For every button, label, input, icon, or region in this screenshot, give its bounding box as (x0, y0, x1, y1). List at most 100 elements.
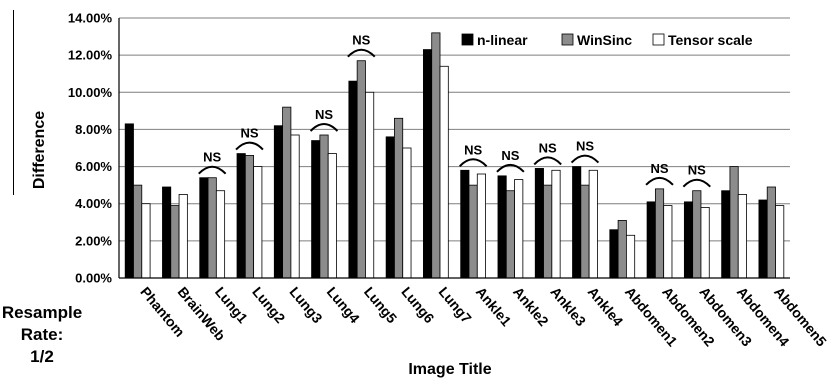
x-tick-label: Ankle2 (510, 284, 552, 330)
bar-winsinc (133, 184, 143, 279)
ns-label: NS (576, 139, 594, 154)
bar-winsinc (170, 205, 180, 279)
bar-n-linear (385, 136, 395, 279)
bar-winsinc (543, 184, 553, 279)
ns-bracket (198, 165, 227, 175)
bar-tensor-scale (775, 205, 785, 279)
bar-tensor-scale (215, 190, 226, 279)
legend-swatch (561, 33, 574, 46)
resample-rate-line2: Rate: (20, 325, 64, 344)
bar-n-linear (609, 229, 619, 279)
x-tick-label: Lung3 (286, 284, 325, 327)
bar-winsinc (244, 155, 255, 279)
gridlines (119, 17, 790, 242)
ns-bracket (309, 123, 339, 132)
bar-n-linear (572, 166, 582, 279)
ns-label: NS (352, 33, 370, 48)
significance-annotations: NS NS NS NS NS NS NS NS NS NS (198, 33, 711, 188)
bar-winsinc (729, 166, 739, 279)
x-tick-label: Lung7 (436, 284, 475, 327)
bar-tensor-scale (141, 203, 151, 279)
resample-rate-line1: Resample (1, 303, 83, 322)
bar-tensor-scale (290, 134, 300, 279)
bar-n-linear (124, 123, 134, 279)
x-tick-label: Ankle3 (547, 284, 589, 330)
bar-n-linear (162, 186, 172, 279)
bar-tensor-scale (365, 91, 375, 279)
bar-tensor-scale (663, 205, 673, 279)
bar-winsinc (766, 186, 776, 279)
x-tick-label: Lung2 (249, 284, 288, 327)
bars (124, 32, 785, 279)
bar-n-linear (534, 168, 544, 279)
ns-label: NS (539, 140, 557, 155)
y-tick-label: 12.00% (68, 48, 113, 63)
y-tick-label: 6.00% (75, 159, 112, 174)
bar-tensor-scale (737, 194, 747, 279)
ns-bracket (645, 176, 674, 186)
y-tick-label: 10.00% (68, 85, 113, 100)
bar-winsinc (207, 177, 217, 279)
legend-label: WinSinc (577, 32, 632, 48)
bar-n-linear (646, 201, 656, 279)
y-tick-label: 2.00% (75, 233, 112, 248)
legend-label: Tensor scale (668, 32, 753, 48)
y-tick-label: 0.00% (75, 271, 112, 286)
legend: n-linear WinSinc Tensor scale (461, 32, 753, 48)
bar-winsinc (505, 190, 515, 279)
ns-label: NS (464, 142, 482, 157)
ns-label: NS (203, 150, 221, 165)
bar-n-linear (497, 175, 507, 279)
y-tick-label: 4.00% (75, 196, 112, 211)
bar-tensor-scale (588, 169, 598, 279)
bar-tensor-scale (551, 169, 561, 279)
y-axis-label: Difference (31, 111, 48, 189)
bar-winsinc (468, 184, 478, 279)
ns-label: NS (240, 126, 258, 141)
ns-bracket (533, 156, 562, 166)
x-tick-label: Ankle1 (473, 284, 515, 330)
x-axis-label: Image Title (408, 361, 491, 378)
bar-winsinc (580, 184, 590, 279)
bar-winsinc (431, 32, 441, 279)
bar-tensor-scale (402, 147, 412, 279)
bar-tensor-scale (514, 179, 524, 279)
legend-swatch (652, 33, 665, 46)
bar-n-linear (721, 190, 731, 279)
bar-tensor-scale (178, 194, 188, 279)
bar-winsinc (356, 60, 366, 279)
bar-n-linear (423, 49, 433, 279)
bar-tensor-scale (439, 65, 449, 279)
y-tick-label: 8.00% (75, 122, 112, 137)
bar-n-linear (311, 140, 321, 279)
bar-n-linear (683, 201, 694, 279)
ns-label: NS (688, 163, 706, 178)
x-tick-label: Lung5 (361, 284, 400, 327)
x-tick-label: Lung6 (398, 284, 437, 327)
left-divider-line (13, 10, 14, 195)
bar-winsinc (282, 106, 292, 279)
ns-label: NS (650, 161, 668, 176)
x-tick-label: Lung4 (324, 284, 363, 327)
bar-n-linear (348, 80, 358, 279)
bar-n-linear (199, 177, 209, 279)
bar-tensor-scale (476, 173, 486, 279)
legend-label: n-linear (477, 32, 528, 48)
bar-n-linear (460, 169, 470, 279)
y-tick-label: 14.00% (68, 11, 113, 26)
bar-winsinc (617, 220, 627, 279)
bar-n-linear (236, 153, 246, 279)
bar-winsinc (654, 188, 665, 279)
x-tick-label: Ankle4 (585, 284, 627, 330)
ns-label: NS (315, 107, 333, 122)
bar-winsinc (319, 134, 329, 279)
bar-n-linear (273, 125, 283, 279)
ns-label: NS (501, 148, 519, 163)
resample-rate-note: Resample Rate: 1/2 (0, 302, 84, 368)
legend-swatch (461, 33, 474, 46)
ns-bracket (496, 163, 525, 173)
bar-winsinc (692, 190, 702, 279)
bar-tensor-scale (253, 166, 263, 279)
ns-bracket (235, 141, 264, 151)
bar-tensor-scale (700, 207, 710, 279)
